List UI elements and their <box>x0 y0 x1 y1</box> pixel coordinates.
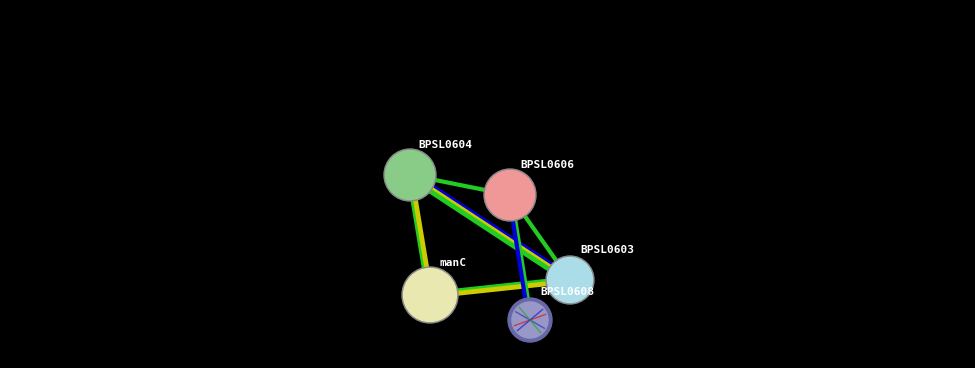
Circle shape <box>384 149 436 201</box>
Circle shape <box>402 267 458 323</box>
Circle shape <box>484 169 536 221</box>
Circle shape <box>385 151 435 199</box>
Text: BPSL0604: BPSL0604 <box>418 140 472 150</box>
Text: BPSL0608: BPSL0608 <box>540 287 594 297</box>
Circle shape <box>548 258 593 302</box>
Circle shape <box>486 170 534 219</box>
Text: BPSL0606: BPSL0606 <box>520 160 574 170</box>
Circle shape <box>404 269 456 322</box>
Circle shape <box>508 298 552 342</box>
Text: manC: manC <box>440 258 467 268</box>
Text: BPSL0603: BPSL0603 <box>580 245 634 255</box>
Circle shape <box>512 302 548 338</box>
Circle shape <box>546 256 594 304</box>
